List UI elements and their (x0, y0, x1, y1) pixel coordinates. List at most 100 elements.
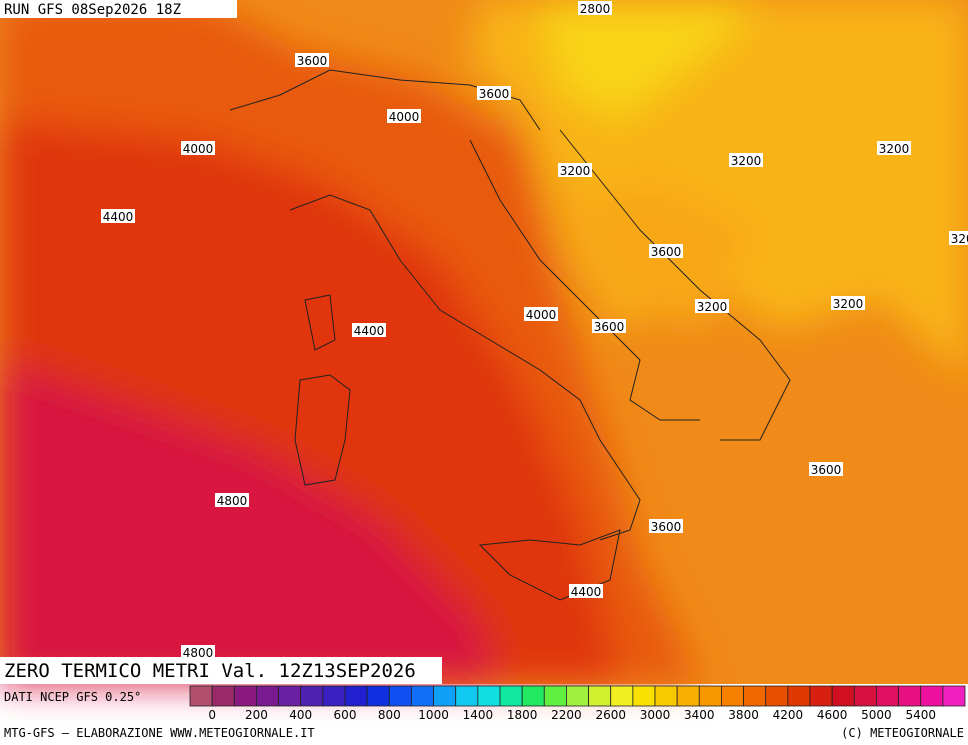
contour-label: 3200 (833, 297, 864, 311)
colorbar-swatch (721, 685, 744, 707)
source-label: DATI NCEP GFS 0.25° (4, 690, 141, 704)
contour-label-box (729, 153, 763, 167)
contour-label-box (649, 519, 683, 533)
contour-label-box (558, 163, 592, 177)
map (0, 0, 968, 684)
colorbar-label: 1800 (507, 708, 538, 722)
colorbar-swatch (743, 685, 767, 707)
contour-label-box (181, 141, 215, 155)
contour-label-box (877, 141, 911, 155)
colorbar-swatch (588, 685, 612, 707)
contour-label-box (352, 323, 386, 337)
colorbar-label: 3000 (640, 708, 671, 722)
contour-label: 4400 (354, 324, 385, 338)
contour-label: 3600 (297, 54, 328, 68)
contour-label-box (101, 209, 135, 223)
colorbar-label: 3400 (684, 708, 715, 722)
contour-label: 3200 (951, 232, 968, 246)
contour-label: 4400 (103, 210, 134, 224)
contour-label-box (181, 645, 215, 659)
colorbar-swatch (189, 685, 213, 707)
colorbar-swatch (366, 685, 390, 707)
contour-label: 3200 (879, 142, 910, 156)
colorbar-swatch (477, 685, 501, 707)
colorbar-swatch (654, 685, 678, 707)
contour-label: 4400 (571, 585, 602, 599)
contour-label: 3600 (651, 520, 682, 534)
colorbar-label: 0 (208, 708, 216, 722)
colorbar-swatch (676, 685, 700, 707)
colorbar-label: 3800 (728, 708, 759, 722)
contour-label-box (578, 1, 612, 15)
contour-label: 4000 (389, 110, 420, 124)
colorbar-swatch (853, 685, 877, 707)
contour-label: 3200 (560, 164, 591, 178)
contour-label-box (949, 231, 968, 245)
colorbar-swatch (455, 685, 479, 707)
colorbar-swatch (233, 685, 257, 707)
colorbar-swatch (211, 685, 235, 707)
colorbar-swatch (787, 685, 811, 707)
contour-label: 4000 (526, 308, 557, 322)
colorbar-label: 5000 (861, 708, 892, 722)
colorbar-swatch (256, 685, 279, 707)
contour-label: 4800 (183, 646, 214, 660)
contour-label: 4000 (183, 142, 214, 156)
contour-label-box (831, 296, 865, 310)
contour-label: 3200 (697, 300, 728, 314)
colorbar-label: 4200 (773, 708, 804, 722)
colorbar-label: 1400 (463, 708, 494, 722)
contour-label-box (569, 584, 603, 598)
contour-label: 3600 (651, 245, 682, 259)
colorbar-swatch (942, 685, 966, 707)
contour-label-box (809, 462, 843, 476)
colorbar-swatch (388, 685, 412, 707)
colorbar-swatch (543, 685, 567, 707)
contour-label-box (215, 493, 249, 507)
colorbar-label: 2200 (551, 708, 582, 722)
contour-label-box (592, 319, 626, 333)
colorbar-label: 800 (378, 708, 401, 722)
contour-label: 3600 (594, 320, 625, 334)
colorbar-swatch (344, 685, 368, 707)
footer-left: MTG-GFS — ELABORAZIONE WWW.METEOGIORNALE… (4, 726, 315, 740)
colorbar-swatch (521, 685, 545, 707)
colorbar-swatch (610, 685, 634, 707)
colorbar-label: 5400 (905, 708, 936, 722)
colorbar-swatch (876, 685, 899, 707)
colorbar-swatch (499, 685, 523, 707)
header-box (0, 0, 237, 18)
colorbar-swatch (765, 685, 789, 707)
title-box (0, 657, 442, 684)
colorbar-label: 200 (245, 708, 268, 722)
map-title: ZERO TERMICO METRI Val. 12Z13SEP2026 (4, 660, 416, 682)
colorbar-label: 1000 (418, 708, 449, 722)
colorbar-label: 400 (289, 708, 312, 722)
colorbar-swatch (278, 685, 302, 707)
contour-label-box (477, 86, 511, 100)
contour-label: 3200 (731, 154, 762, 168)
run-label: RUN GFS 08Sep2026 18Z (4, 2, 181, 18)
contour-label-box (524, 307, 558, 321)
contour-label-box (387, 109, 421, 123)
colorbar-swatch (920, 685, 944, 707)
colorbar-label: 600 (334, 708, 357, 722)
colorbar-swatch (300, 685, 324, 707)
colorbar-swatch (411, 685, 434, 707)
colorbar-swatch (322, 685, 346, 707)
footer-right: (C) METEOGIORNALE (841, 726, 964, 740)
contour-label: 4800 (217, 494, 248, 508)
contour-label-box (295, 53, 329, 67)
colorbar-swatch (698, 685, 722, 707)
colorbar-swatch (566, 685, 589, 707)
colorbar-label: 4600 (817, 708, 848, 722)
colorbar-swatch (898, 685, 922, 707)
colorbar-swatch (831, 685, 855, 707)
contour-label: 2800 (580, 2, 611, 16)
contour-label: 3600 (479, 87, 510, 101)
colorbar-swatch (809, 685, 833, 707)
colorbar-swatch (433, 685, 457, 707)
contour-label-box (649, 244, 683, 258)
